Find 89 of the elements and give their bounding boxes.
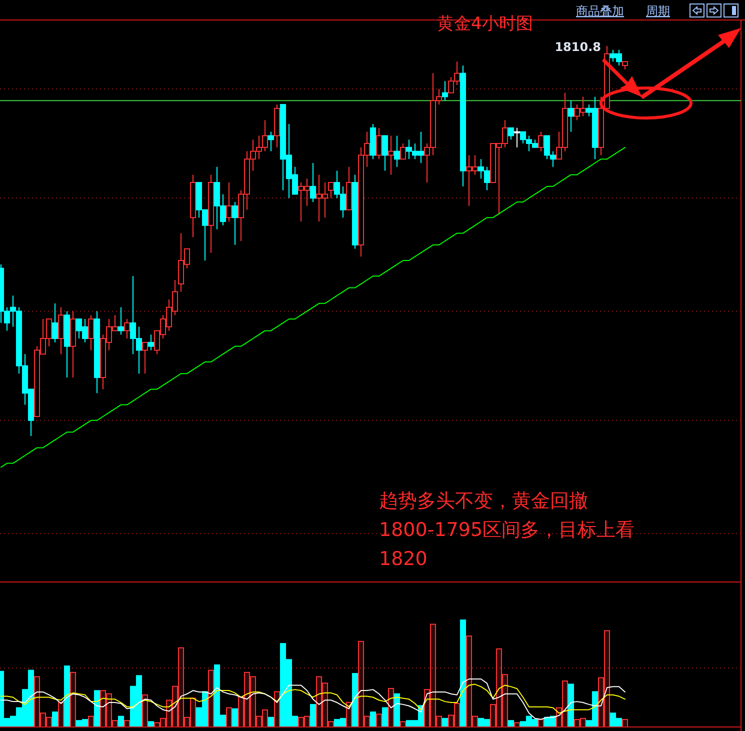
candlestick: [376, 127, 382, 160]
candlestick: [508, 127, 514, 140]
bar: [118, 716, 124, 728]
candlestick: [400, 143, 406, 160]
bar: [460, 620, 466, 728]
bar: [622, 719, 628, 728]
bar: [430, 624, 436, 728]
bar: [598, 677, 604, 728]
bar: [142, 694, 148, 728]
bar: [106, 693, 112, 728]
bar: [160, 718, 166, 728]
bar: [490, 704, 496, 728]
candlestick: [232, 202, 238, 246]
bar: [298, 716, 304, 728]
bar: [436, 716, 442, 728]
candlestick: [148, 334, 154, 351]
bar: [448, 714, 454, 728]
bar: [568, 684, 574, 728]
bar: [376, 714, 382, 728]
bar: [304, 716, 310, 728]
bar: [208, 670, 214, 728]
candlestick: [268, 131, 274, 152]
bar: [190, 698, 196, 728]
bar: [184, 716, 190, 728]
bar: [316, 676, 322, 728]
bar: [364, 716, 370, 728]
bar: [562, 680, 568, 728]
bar: [232, 708, 238, 728]
bar: [58, 702, 64, 728]
bar: [472, 716, 478, 728]
candlestick: [58, 306, 64, 355]
bar: [250, 676, 256, 728]
bar: [442, 718, 448, 728]
bar: [52, 712, 58, 728]
bar: [34, 676, 40, 728]
bar: [94, 690, 100, 728]
bar: [256, 716, 262, 728]
bar: [310, 704, 316, 728]
candlestick: [442, 80, 448, 102]
bar: [40, 712, 46, 728]
candlestick: [394, 135, 400, 168]
candlestick: [388, 135, 394, 176]
bar: [466, 636, 472, 728]
bar: [178, 647, 184, 728]
candlestick: [328, 182, 334, 199]
candlestick: [382, 135, 388, 172]
candlestick: [310, 162, 316, 202]
bar: [604, 630, 610, 728]
bar: [388, 688, 394, 728]
candlestick: [568, 100, 574, 132]
bar: [124, 720, 130, 728]
bar: [70, 672, 76, 728]
candlestick: [142, 342, 148, 374]
annotation: 1810.8: [554, 40, 601, 54]
bar: [64, 666, 70, 728]
bar: [352, 673, 358, 728]
bar: [172, 686, 178, 728]
bar: [100, 690, 106, 728]
bar: [244, 672, 250, 728]
bar: [322, 682, 328, 728]
candlestick: [124, 318, 130, 339]
bar: [382, 707, 388, 728]
bar: [226, 707, 232, 728]
bar: [46, 716, 52, 728]
chart-title: 黄金4小时图: [437, 14, 533, 34]
bar: [508, 720, 514, 728]
text: 趋势多头不变，黄金回撤 1800-1795区间多，目标上看 1820: [379, 490, 635, 570]
bar: [580, 718, 586, 728]
bar: [274, 691, 280, 728]
bar: [574, 719, 580, 728]
candlestick: [118, 306, 124, 336]
bar: [88, 716, 94, 728]
candlestick: [52, 302, 58, 343]
bar: [112, 720, 118, 728]
text: 商品叠加: [576, 4, 624, 18]
bar: [394, 693, 400, 728]
bar: [268, 716, 274, 728]
bar: [454, 702, 460, 728]
bar: [496, 648, 502, 728]
candlestick: [538, 131, 544, 152]
candlestick: [514, 127, 520, 148]
bar: [358, 640, 364, 728]
bar: [262, 709, 268, 728]
candlestick: [88, 314, 94, 351]
bar: [502, 674, 508, 728]
bar: [370, 712, 376, 728]
candlestick: [226, 182, 232, 222]
text: 周期: [646, 4, 670, 18]
bar: [238, 696, 244, 728]
